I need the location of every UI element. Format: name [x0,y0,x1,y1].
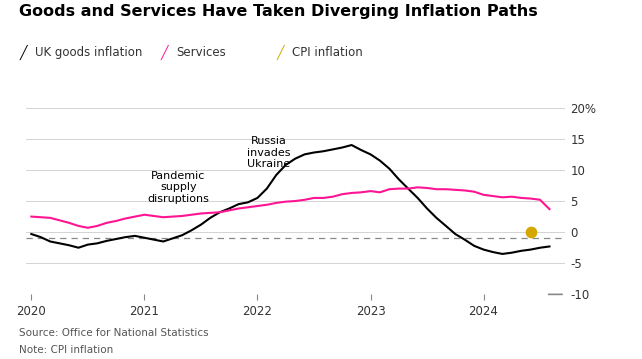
Text: Services: Services [177,46,226,59]
Text: Goods and Services Have Taken Diverging Inflation Paths: Goods and Services Have Taken Diverging … [19,4,538,19]
Text: CPI inflation: CPI inflation [292,46,363,59]
Text: ╱: ╱ [160,45,168,60]
Text: Pandemic
supply
disruptions: Pandemic supply disruptions [148,171,209,204]
Text: Source: Office for National Statistics: Source: Office for National Statistics [19,328,209,339]
Text: ╱: ╱ [19,45,27,60]
Text: UK goods inflation: UK goods inflation [35,46,143,59]
Text: Russia
invades
Ukraine: Russia invades Ukraine [247,136,290,169]
Text: ╱: ╱ [276,45,284,60]
Point [526,229,536,235]
Text: Note: CPI inflation: Note: CPI inflation [19,345,114,355]
